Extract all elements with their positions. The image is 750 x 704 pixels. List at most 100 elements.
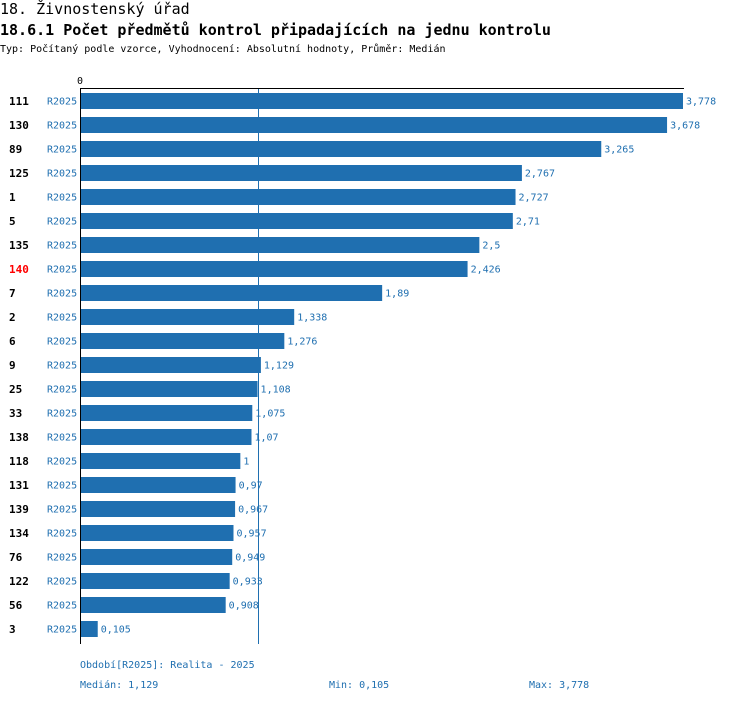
series-label: R2025 (47, 625, 77, 636)
value-label: 2,426 (471, 265, 501, 276)
category-label: 3 (9, 623, 16, 636)
page-title: 18. Živnostenský úřad (0, 0, 190, 18)
series-label: R2025 (47, 145, 77, 156)
series-label: R2025 (47, 577, 77, 588)
value-label: 3,678 (670, 121, 700, 132)
series-label: R2025 (47, 481, 77, 492)
bar (81, 285, 383, 301)
value-label: 2,5 (482, 241, 500, 252)
value-label: 0,105 (101, 625, 131, 636)
value-label: 0,933 (233, 577, 263, 588)
value-label: 0,949 (235, 553, 265, 564)
category-label: 5 (9, 215, 16, 228)
category-label: 2 (9, 311, 16, 324)
value-label: 1,129 (264, 361, 294, 372)
category-label: 56 (9, 599, 23, 612)
value-label: 0,97 (239, 481, 263, 492)
category-label: 140 (9, 263, 29, 276)
bar (81, 261, 468, 277)
value-label: 1 (243, 457, 249, 468)
bar (81, 429, 252, 445)
category-label: 111 (9, 95, 29, 108)
category-label: 9 (9, 359, 16, 372)
category-label: 125 (9, 167, 29, 180)
category-label: 130 (9, 119, 29, 132)
bar (81, 381, 258, 397)
bar (81, 333, 285, 349)
value-label: 3,265 (604, 145, 634, 156)
category-label: 76 (9, 551, 23, 564)
value-label: 0,967 (238, 505, 268, 516)
value-label: 1,07 (254, 433, 278, 444)
series-label: R2025 (47, 169, 77, 180)
value-label: 2,71 (516, 217, 540, 228)
value-label: 1,108 (261, 385, 291, 396)
chart-type-description: Typ: Počítaný podle vzorce, Vyhodnocení:… (0, 44, 446, 55)
category-label: 25 (9, 383, 22, 396)
value-label: 1,338 (297, 313, 327, 324)
series-label: R2025 (47, 313, 77, 324)
series-label: R2025 (47, 505, 77, 516)
series-label: R2025 (47, 601, 77, 612)
bar (81, 189, 516, 205)
value-label: 2,767 (525, 169, 555, 180)
bar (81, 549, 233, 565)
category-label: 6 (9, 335, 16, 348)
bar (81, 309, 295, 325)
value-label: 1,276 (287, 337, 317, 348)
value-label: 2,727 (519, 193, 549, 204)
category-label: 139 (9, 503, 29, 516)
bar (81, 501, 236, 517)
category-label: 131 (9, 479, 29, 492)
series-label: R2025 (47, 529, 77, 540)
bar (81, 165, 522, 181)
category-label: 118 (9, 455, 29, 468)
value-label: 0,908 (229, 601, 259, 612)
bar (81, 141, 602, 157)
series-label: R2025 (47, 337, 77, 348)
value-label: 3,778 (686, 97, 716, 108)
value-label: 1,89 (385, 289, 409, 300)
bar (81, 573, 230, 589)
series-label: R2025 (47, 433, 77, 444)
footer-period: Období[R2025]: Realita - 2025 (80, 660, 255, 671)
bar (81, 93, 683, 109)
bar (81, 213, 513, 229)
series-label: R2025 (47, 121, 77, 132)
category-label: 1 (9, 191, 16, 204)
series-label: R2025 (47, 457, 77, 468)
series-label: R2025 (47, 409, 77, 420)
category-label: 138 (9, 431, 29, 444)
series-label: R2025 (47, 553, 77, 564)
series-label: R2025 (47, 265, 77, 276)
category-label: 134 (9, 527, 29, 540)
value-label: 0,957 (236, 529, 266, 540)
bar (81, 117, 668, 133)
bar (81, 357, 261, 373)
series-label: R2025 (47, 241, 77, 252)
bar (81, 237, 480, 253)
series-label: R2025 (47, 361, 77, 372)
category-label: 7 (9, 287, 16, 300)
series-label: R2025 (47, 193, 77, 204)
x-axis-zero-label: 0 (77, 76, 83, 87)
bar (81, 597, 226, 613)
bar (81, 477, 236, 493)
category-label: 135 (9, 239, 29, 252)
value-label: 1,075 (255, 409, 285, 420)
bar (81, 453, 241, 469)
series-label: R2025 (47, 289, 77, 300)
bar (81, 405, 253, 421)
category-label: 33 (9, 407, 22, 420)
bar (81, 525, 234, 541)
footer-min: Min: 0,105 (329, 680, 390, 691)
footer-median: Medián: 1,129 (80, 680, 159, 691)
bar (81, 621, 98, 637)
chart-subtitle: 18.6.1 Počet předmětů kontrol připadajíc… (0, 21, 551, 39)
series-label: R2025 (47, 385, 77, 396)
category-label: 89 (9, 143, 22, 156)
footer-max: Max: 3,778 (529, 680, 590, 691)
series-label: R2025 (47, 217, 77, 228)
series-label: R2025 (47, 97, 77, 108)
